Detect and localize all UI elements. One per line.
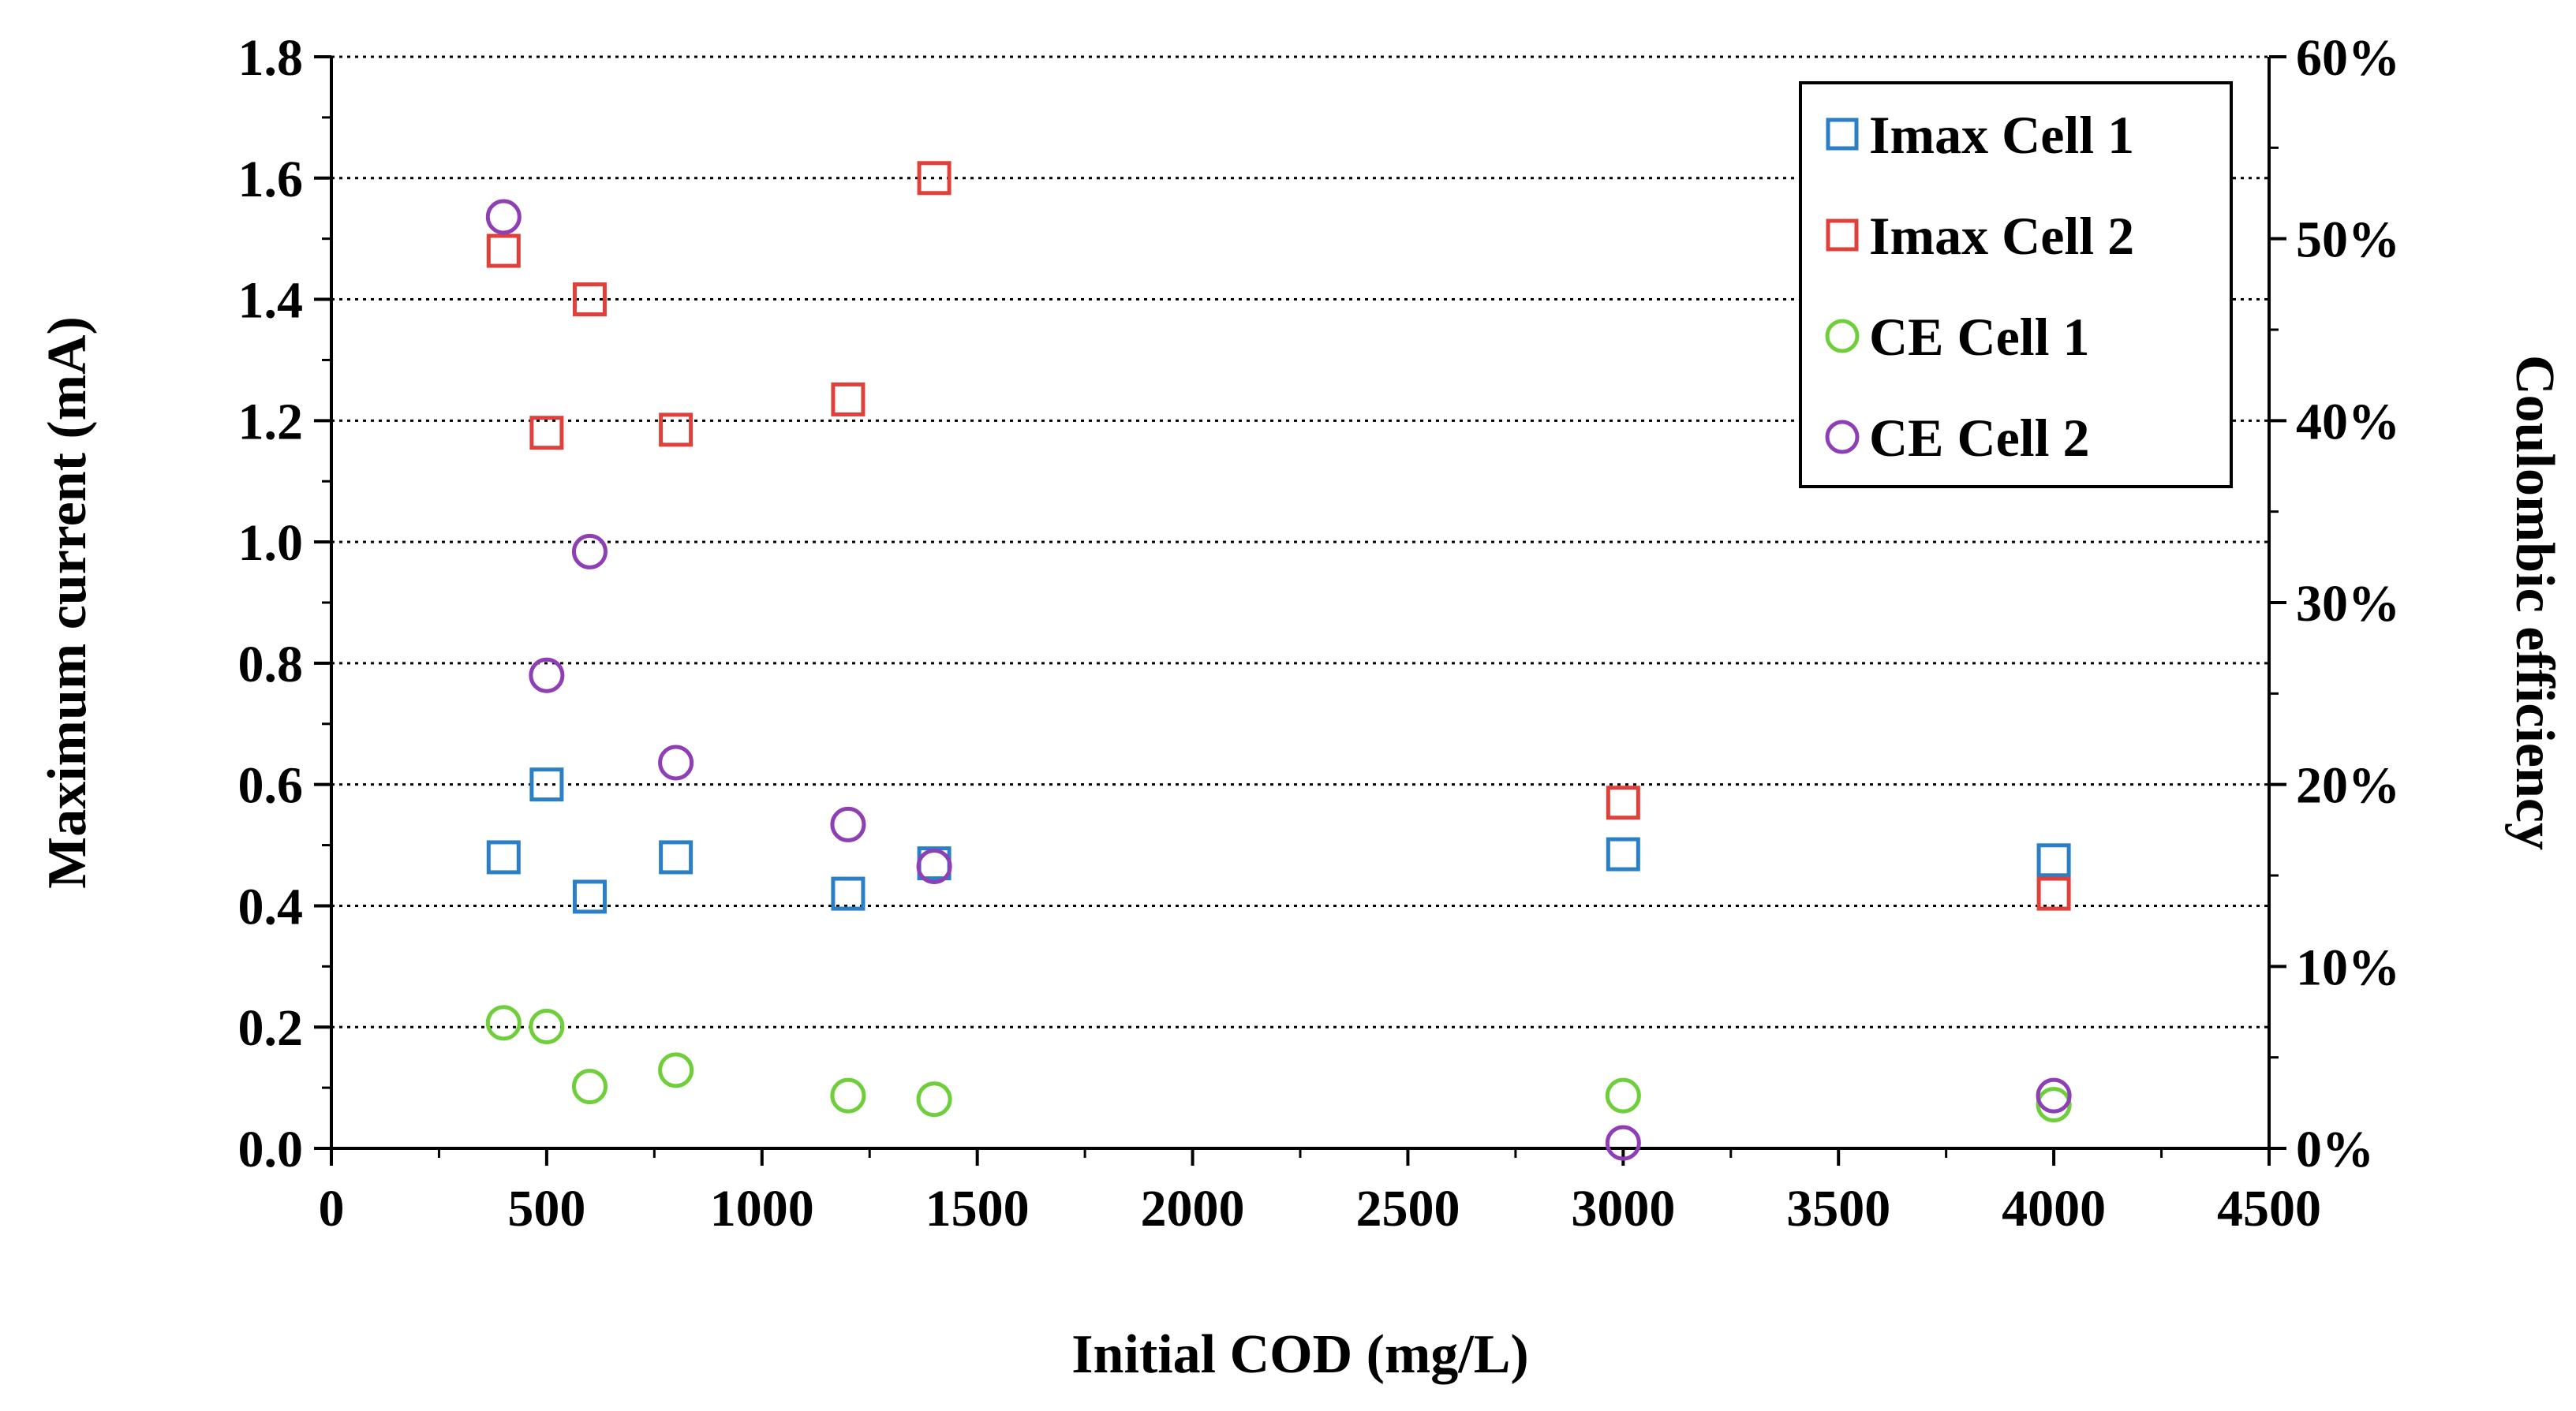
x-tick-label: 500 bbox=[507, 1180, 585, 1237]
x-tick-label: 4500 bbox=[2217, 1180, 2321, 1237]
data-point-circle bbox=[485, 1005, 522, 1041]
data-point-square bbox=[529, 767, 564, 802]
data-point-square bbox=[659, 412, 694, 447]
x-tick-label: 2500 bbox=[1355, 1180, 1460, 1237]
y2-tick-label: 20% bbox=[2296, 757, 2400, 815]
data-point-circle bbox=[916, 1081, 952, 1118]
legend-marker-square bbox=[1826, 218, 1859, 252]
x-tick-label: 2000 bbox=[1141, 1180, 1245, 1237]
y-tick-label: 0.2 bbox=[238, 999, 304, 1057]
legend-marker-circle bbox=[1825, 420, 1860, 454]
x-tick-label: 1000 bbox=[710, 1180, 814, 1237]
y2-tick-label: 60% bbox=[2296, 29, 2400, 87]
x-tick-label: 4000 bbox=[2002, 1180, 2106, 1237]
data-point-circle bbox=[529, 657, 565, 693]
tick-labels: 0.0 0.2 0.4 0.6 0.8 1.0 1.2 1.4 1.6 1.8 0% 10% 20% 30… bbox=[238, 29, 2401, 1237]
data-point-circle bbox=[916, 848, 952, 884]
data-point-square bbox=[831, 382, 866, 416]
y2-axis-title: Coulombic efficiency bbox=[2504, 355, 2565, 850]
data-point-circle bbox=[830, 806, 866, 842]
data-point-circle bbox=[830, 1077, 866, 1114]
y-tick-label: 0.4 bbox=[238, 878, 304, 935]
y2-tick-label: 30% bbox=[2296, 575, 2400, 633]
x-axis-title: Initial COD (mg/L) bbox=[1071, 1324, 1528, 1385]
y2-tick-label: 10% bbox=[2296, 939, 2400, 996]
data-point-circle bbox=[2036, 1087, 2072, 1123]
y-tick-label: 1.8 bbox=[238, 29, 304, 87]
data-point-circle bbox=[1605, 1125, 1641, 1161]
data-point-circle bbox=[485, 199, 522, 235]
y-axis-title: Maximum current (mA) bbox=[37, 316, 98, 889]
data-point-square bbox=[572, 879, 607, 914]
y-tick-label: 1.4 bbox=[238, 272, 304, 330]
ticks bbox=[314, 55, 2286, 1166]
y-tick-label: 1.6 bbox=[238, 151, 304, 208]
data-point-square bbox=[1606, 837, 1640, 872]
data-point-square bbox=[486, 233, 521, 268]
markers bbox=[485, 161, 2072, 1161]
y-tick-label: 1.2 bbox=[238, 393, 304, 450]
x-tick-label: 1500 bbox=[925, 1180, 1030, 1237]
legend-label: CE Cell 1 bbox=[1869, 307, 2090, 367]
legend-label: Imax Cell 2 bbox=[1869, 206, 2134, 266]
y-tick-label: 1.0 bbox=[238, 514, 304, 572]
data-point-circle bbox=[571, 1069, 608, 1105]
legend-marker-square bbox=[1826, 118, 1859, 151]
x-tick-label: 3500 bbox=[1786, 1180, 1890, 1237]
data-point-circle bbox=[1605, 1077, 1641, 1114]
data-point-square bbox=[1606, 786, 1640, 820]
y2-tick-label: 50% bbox=[2296, 211, 2400, 269]
legend-label: CE Cell 2 bbox=[1869, 408, 2090, 468]
data-point-square bbox=[2036, 843, 2071, 878]
x-tick-label: 3000 bbox=[1571, 1180, 1675, 1237]
data-point-circle bbox=[658, 745, 694, 781]
data-point-square bbox=[486, 840, 521, 875]
data-point-circle bbox=[529, 1008, 565, 1044]
data-point-circle bbox=[571, 533, 608, 569]
data-point-square bbox=[572, 282, 607, 317]
legend-box bbox=[1799, 81, 2233, 488]
data-point-square bbox=[831, 876, 866, 911]
y-tick-label: 0.8 bbox=[238, 636, 304, 693]
data-point-circle bbox=[658, 1052, 694, 1088]
x-tick-label: 0 bbox=[319, 1180, 345, 1237]
y-tick-label: 0.0 bbox=[238, 1121, 304, 1178]
data-point-square bbox=[2036, 876, 2071, 911]
data-point-square bbox=[917, 161, 952, 196]
y2-tick-label: 40% bbox=[2296, 393, 2400, 450]
legend: Imax Cell 1 Imax Cell 2 CE Cell 1 CE Cell 2 bbox=[1799, 81, 2233, 488]
legend-label: Imax Cell 1 bbox=[1869, 105, 2134, 165]
y2-tick-label: 0% bbox=[2296, 1121, 2374, 1178]
y-tick-label: 0.6 bbox=[238, 757, 304, 815]
data-point-square bbox=[659, 840, 694, 875]
data-point-square bbox=[529, 416, 564, 450]
data-point-circle bbox=[2036, 1077, 2072, 1114]
legend-marker-circle bbox=[1825, 319, 1860, 353]
